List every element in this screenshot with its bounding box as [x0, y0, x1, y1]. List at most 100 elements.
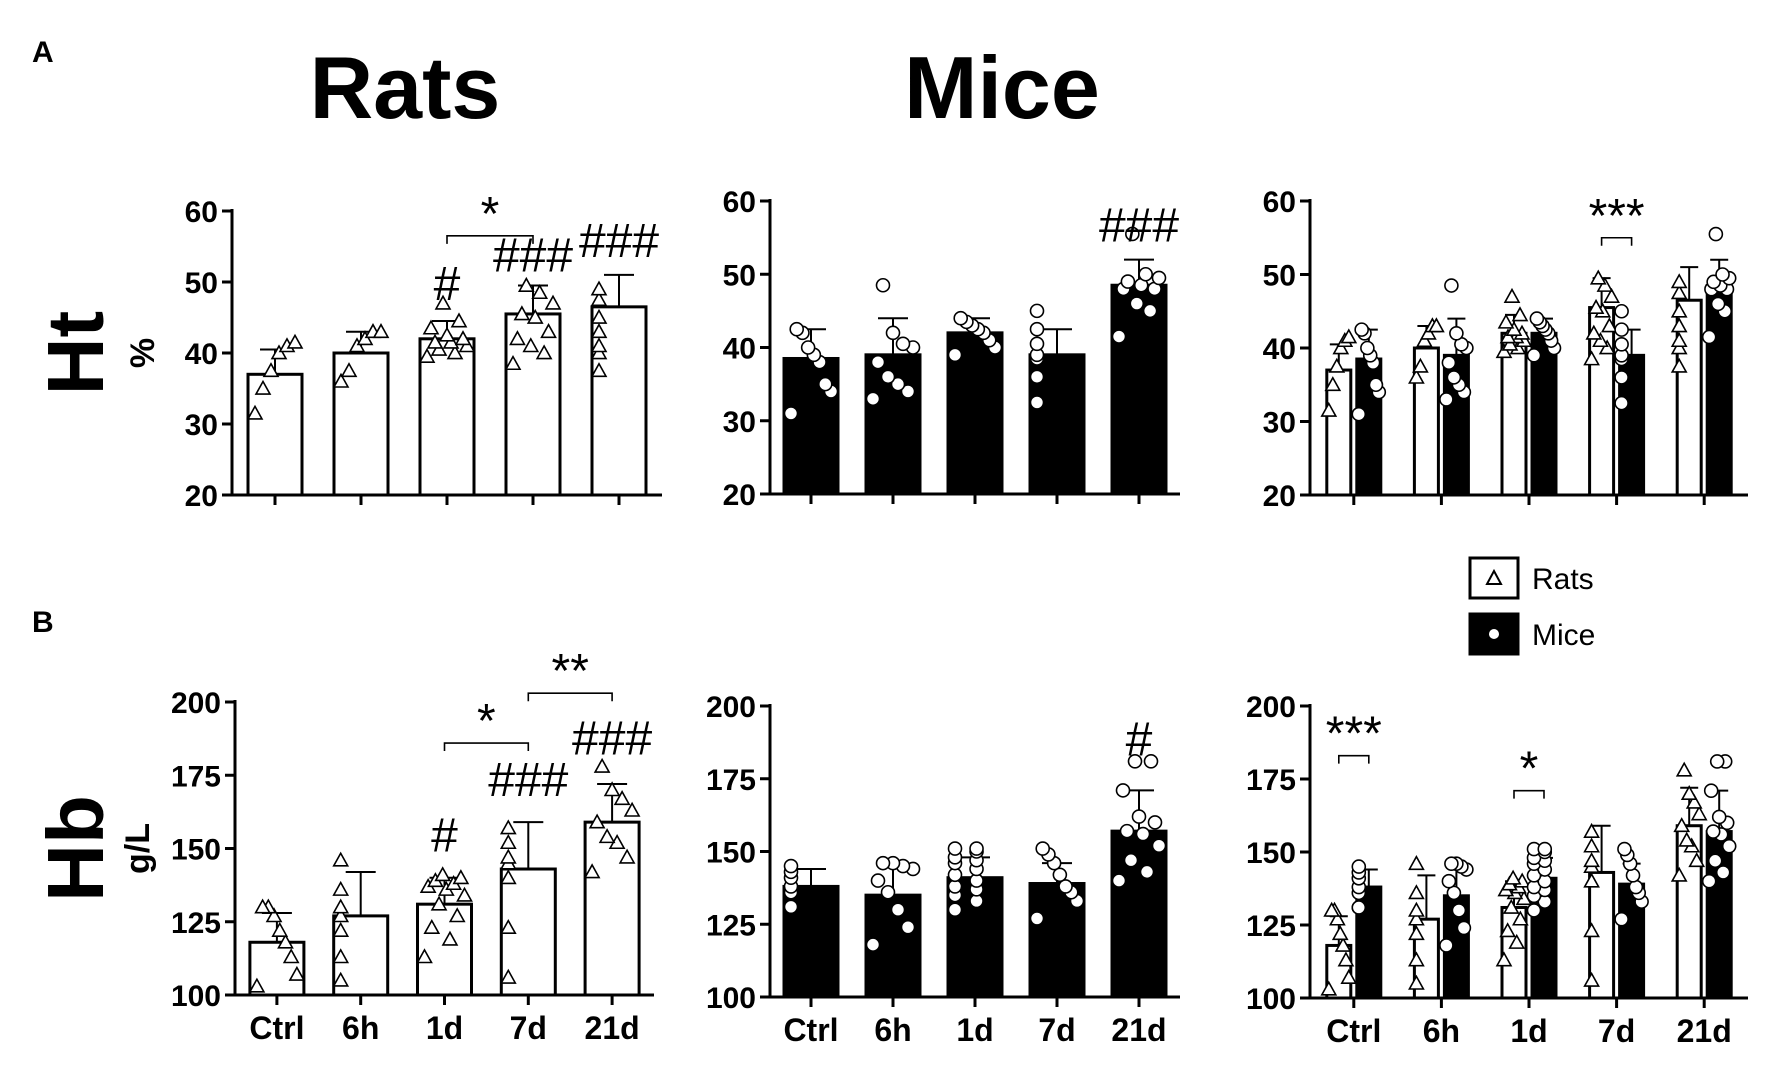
- data-point-triangle: [1670, 332, 1688, 348]
- y-tick-label: 200: [171, 687, 221, 720]
- bar-rats: [418, 337, 476, 497]
- data-point-triangle: [1685, 793, 1703, 809]
- data-point-triangle: [1589, 269, 1607, 285]
- data-point-triangle: [1670, 273, 1688, 289]
- legend-marker-triangle: [1485, 568, 1503, 585]
- significance-bracket: [527, 692, 613, 702]
- x-category-label: 21d: [1111, 1012, 1166, 1048]
- y-tick-label: 20: [723, 479, 756, 512]
- significance-mark: ###: [493, 229, 573, 282]
- data-point-triangle: [426, 333, 444, 349]
- data-point-circle: [1139, 864, 1155, 880]
- data-point-triangle: [1583, 350, 1600, 366]
- bar-mice: [1355, 885, 1383, 1000]
- significance-mark: *: [481, 188, 500, 241]
- data-point-triangle: [332, 372, 350, 388]
- data-point-circle: [1449, 325, 1464, 341]
- data-point-circle: [1351, 900, 1367, 915]
- data-point-circle: [1147, 815, 1163, 830]
- data-point-circle: [1614, 911, 1629, 927]
- data-point-circle: [1151, 838, 1167, 853]
- data-point-circle: [1354, 322, 1369, 337]
- data-point-circle: [1035, 841, 1051, 856]
- data-point-triangle: [1670, 339, 1688, 355]
- data-point-circle: [1721, 838, 1737, 854]
- significance-bracket: [443, 742, 530, 752]
- data-point-circle: [1628, 879, 1644, 895]
- significance-bracket: [1600, 236, 1633, 246]
- x-category-label: 6h: [342, 1010, 379, 1046]
- y-tick-label: 30: [185, 409, 218, 442]
- legend: Rats Mice: [1468, 556, 1595, 656]
- unit-label: %: [124, 338, 162, 368]
- data-point-triangle: [1583, 852, 1600, 868]
- data-point-circle: [1441, 355, 1457, 371]
- data-point-triangle: [1675, 761, 1693, 777]
- data-point-triangle: [286, 333, 304, 349]
- data-point-circle: [1710, 296, 1726, 312]
- data-point-circle: [890, 376, 906, 392]
- data-point-circle: [1151, 270, 1167, 286]
- data-point-triangle: [1408, 855, 1425, 871]
- data-point-circle: [1701, 329, 1717, 345]
- data-point-triangle: [254, 898, 271, 914]
- data-point-triangle: [1504, 869, 1522, 885]
- bar-rats: [416, 902, 473, 997]
- data-point-circle: [1125, 226, 1140, 242]
- data-point-triangle: [1583, 922, 1600, 938]
- data-point-circle: [783, 899, 799, 915]
- data-point-triangle: [588, 813, 606, 829]
- data-point-circle: [1123, 852, 1139, 868]
- data-point-circle: [880, 369, 896, 385]
- bar-rats: [1500, 331, 1528, 497]
- data-point-triangle: [1583, 872, 1600, 888]
- data-point-triangle: [1690, 805, 1708, 821]
- data-point-triangle: [504, 355, 522, 371]
- data-point-triangle: [282, 948, 300, 964]
- column-title-mice: Mice: [904, 38, 1100, 137]
- data-point-triangle: [590, 337, 608, 353]
- x-category-label: 7d: [1038, 1012, 1075, 1048]
- data-point-triangle: [540, 323, 557, 339]
- y-tick-label: 100: [706, 982, 756, 1015]
- chart-ht-mice: 20 30 40 50 60 ###: [723, 186, 1180, 512]
- unit-label: g/L: [119, 823, 157, 874]
- y-tick-label: 50: [185, 267, 218, 300]
- y-tick-label: 30: [723, 406, 756, 439]
- data-point-circle: [1138, 266, 1153, 282]
- data-point-triangle: [332, 880, 350, 896]
- y-tick-label: 50: [1263, 260, 1296, 293]
- chart-hb-mice: 100 125 150 175 200 Ctrl 6h 1d 7d 21d #: [706, 691, 1180, 1048]
- y-tick-label: 125: [1246, 910, 1296, 943]
- y-tick-label: 200: [706, 691, 756, 724]
- data-point-triangle: [509, 330, 526, 346]
- significance-mark: ###: [488, 754, 568, 807]
- data-point-circle: [1131, 809, 1147, 824]
- data-point-triangle: [248, 977, 266, 993]
- data-point-circle: [1715, 865, 1731, 880]
- data-point-circle: [1614, 370, 1629, 385]
- data-point-triangle: [332, 851, 350, 867]
- data-point-triangle: [499, 848, 517, 864]
- data-point-triangle: [448, 907, 466, 923]
- data-point-circle: [817, 376, 833, 392]
- data-point-circle: [800, 340, 816, 355]
- data-point-circle: [1351, 859, 1367, 874]
- data-point-triangle: [1583, 971, 1600, 987]
- panel-letter-a: A: [32, 36, 54, 69]
- x-category-label: 7d: [510, 1010, 547, 1046]
- data-point-circle: [1129, 296, 1145, 311]
- data-point-triangle: [526, 308, 544, 324]
- data-point-circle: [1368, 377, 1384, 393]
- data-point-circle: [1701, 873, 1717, 889]
- data-point-triangle: [1503, 287, 1521, 303]
- data-point-triangle: [590, 308, 608, 324]
- data-point-triangle: [1428, 317, 1445, 333]
- data-point-triangle: [452, 869, 470, 885]
- y-tick-label: 175: [171, 760, 221, 793]
- significance-bracket: [446, 235, 534, 244]
- significance-mark: ###: [1099, 199, 1179, 252]
- x-category-label: Ctrl: [783, 1012, 838, 1048]
- x-category-label: 6h: [1423, 1013, 1460, 1049]
